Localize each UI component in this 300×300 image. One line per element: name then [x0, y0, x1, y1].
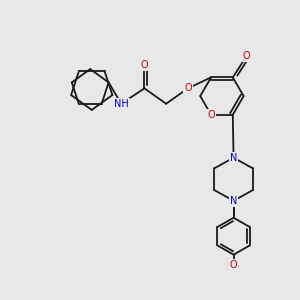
- Text: O: O: [184, 83, 192, 93]
- Text: O: O: [243, 51, 250, 61]
- Text: O: O: [141, 60, 148, 70]
- Text: N: N: [230, 154, 237, 164]
- Text: N: N: [230, 153, 237, 163]
- Text: N: N: [230, 196, 237, 206]
- Text: NH: NH: [114, 99, 129, 109]
- Text: O: O: [230, 260, 237, 270]
- Text: O: O: [207, 110, 215, 120]
